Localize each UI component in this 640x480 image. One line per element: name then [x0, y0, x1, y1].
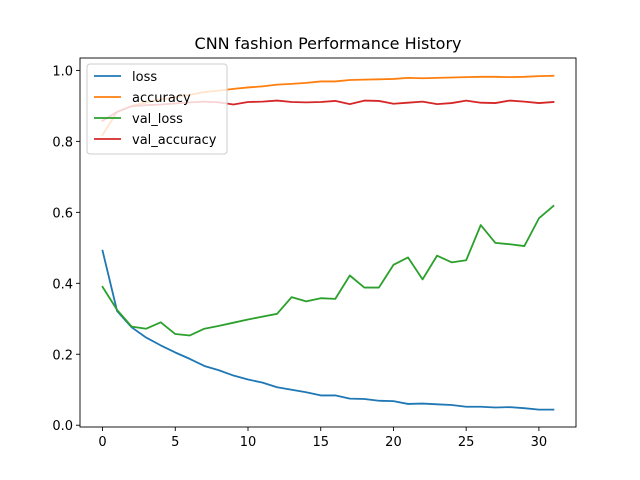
x-tick-label: 10	[240, 435, 257, 450]
y-tick-label: 0.8	[52, 135, 73, 150]
x-tick-label: 30	[531, 435, 548, 450]
y-tick-label: 0.2	[52, 348, 73, 363]
y-tick-label: 0.6	[52, 206, 73, 221]
y-tick-label: 0.4	[52, 277, 73, 292]
chart-title: CNN fashion Performance History	[195, 34, 462, 53]
plot-area	[79, 57, 577, 428]
y-axis: 0.0 0.2 0.4 0.6 0.8 1.0	[52, 64, 80, 434]
series-line-loss	[101, 249, 555, 411]
x-tick-label: 20	[385, 435, 402, 450]
x-tick-label: 25	[458, 435, 475, 450]
legend-label: accuracy	[132, 91, 191, 106]
legend-label: loss	[132, 70, 157, 85]
y-tick-label: 1.0	[52, 64, 73, 79]
x-tick-label: 0	[98, 435, 106, 450]
x-tick-label: 5	[171, 435, 179, 450]
y-tick-label: 0.0	[52, 419, 73, 434]
legend: loss accuracy val_loss val_accuracy	[86, 63, 228, 155]
series-line-val-loss	[101, 204, 555, 337]
plot-frame	[79, 57, 577, 428]
legend-label: val_loss	[132, 112, 183, 127]
x-axis: 0 5 10 15 20 25 30	[98, 427, 547, 450]
x-tick-label: 15	[312, 435, 329, 450]
legend-box	[86, 63, 228, 155]
legend-label: val_accuracy	[132, 133, 217, 148]
